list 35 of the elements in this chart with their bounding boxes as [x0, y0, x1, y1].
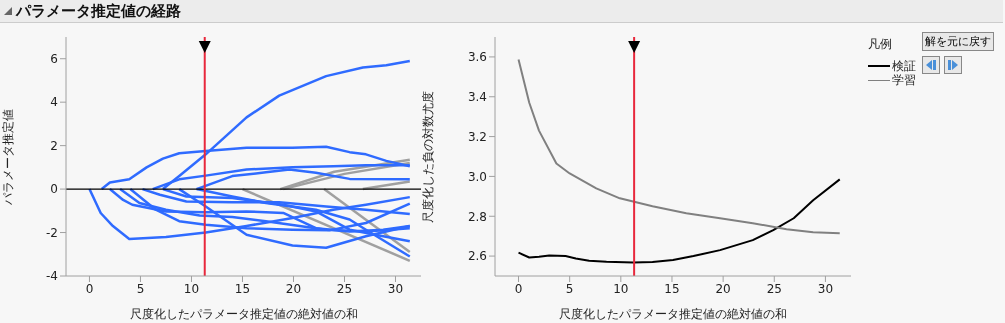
- x-tick-label: 20: [285, 281, 302, 296]
- x-tick-label: 25: [766, 281, 782, 296]
- x-tick-label: 20: [715, 281, 731, 296]
- x-tick-label: 10: [613, 281, 629, 296]
- legend-title: 凡例: [868, 36, 893, 53]
- x-tick-label: 30: [387, 281, 404, 296]
- x-tick-label: 5: [565, 281, 574, 296]
- y-tick-label: 6: [50, 51, 58, 66]
- y-tick-label: 3.2: [467, 129, 487, 144]
- text: 解を元に戻す: [922, 32, 994, 51]
- y-tick-label: -4: [46, 269, 58, 284]
- x-axis-title: 尺度化したパラメータ推定値の絶対値の和: [559, 307, 787, 321]
- x-tick-label: 15: [234, 281, 251, 296]
- x-tick-label: 15: [664, 281, 680, 296]
- x-tick-label: 30: [817, 281, 834, 296]
- y-tick-label: -2: [46, 225, 58, 240]
- x-tick-label: 0: [85, 281, 94, 296]
- x-tick-label: 25: [336, 281, 353, 296]
- legend-label: 検証: [892, 57, 916, 74]
- x-tick-label: 5: [136, 281, 145, 296]
- y-tick-label: 0: [50, 182, 58, 197]
- y-axis-title: 尺度化した負の対数尤度: [421, 90, 436, 223]
- y-tick-label: 4: [50, 95, 58, 110]
- y-tick-label: 3.4: [467, 90, 487, 105]
- legend-label: 学習: [892, 72, 916, 89]
- y-tick-label: 3.6: [467, 50, 487, 65]
- y-tick-label: 2: [50, 138, 58, 153]
- y-tick-label: 2.8: [467, 209, 487, 224]
- y-axis-title: パラメータ推定値: [1, 108, 16, 206]
- y-tick-label: 3.0: [467, 169, 487, 184]
- y-tick-label: 2.6: [467, 249, 487, 264]
- x-tick-label: 0: [514, 281, 523, 296]
- chart-title: パラメータ推定値の経路: [16, 1, 181, 21]
- x-axis-title: 尺度化したパラメータ推定値の絶対値の和: [129, 307, 358, 321]
- x-tick-label: 10: [183, 281, 200, 296]
